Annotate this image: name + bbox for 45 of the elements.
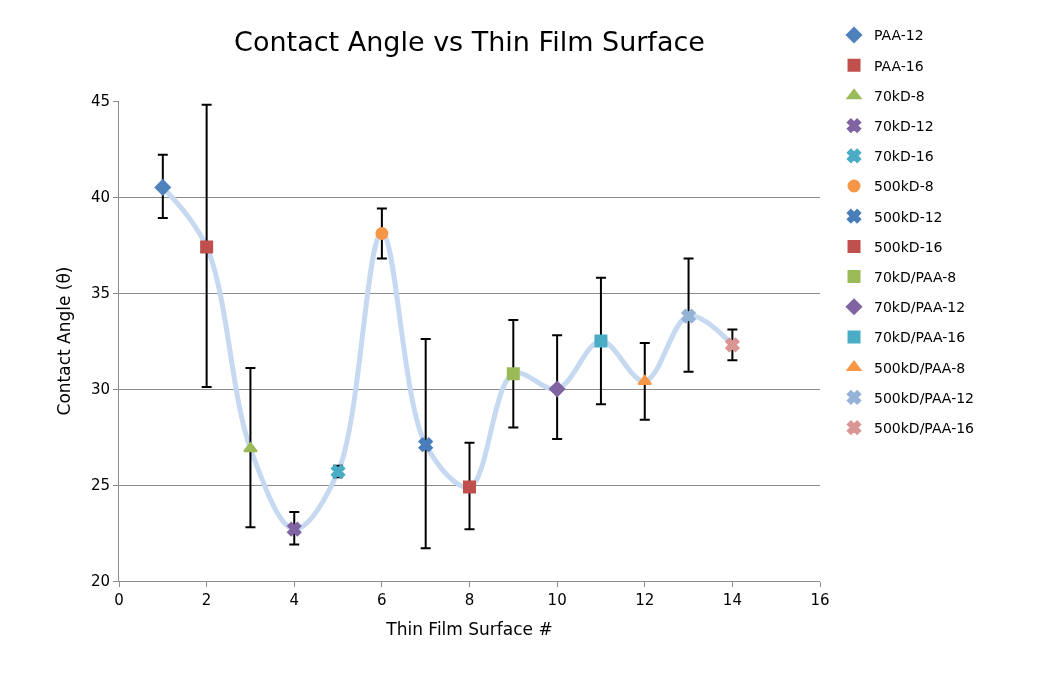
legend-label: 70kD-12 [874, 118, 934, 135]
y-tick-label: 45 [90, 92, 110, 111]
point [506, 367, 520, 381]
legend-label: 500kD/PAA-8 [874, 359, 966, 376]
y-axis-title: Contact Angle (θ) [54, 266, 75, 416]
point [418, 437, 433, 452]
point [200, 240, 214, 254]
legend-label: 500kD-8 [874, 178, 934, 195]
legend-label: 500kD/PAA-12 [874, 389, 974, 406]
x-tick-label: 8 [464, 591, 475, 609]
point [725, 337, 740, 353]
point [637, 374, 653, 386]
legend-label: PAA-16 [874, 57, 924, 74]
legend-label: 500kD/PAA-16 [874, 420, 975, 437]
legend-label: 500kD-16 [874, 238, 943, 255]
point [463, 480, 476, 494]
legend-label: PAA-12 [874, 27, 924, 44]
legend-label: 70kD/PAA-12 [874, 299, 966, 316]
point [243, 442, 258, 453]
point [287, 521, 302, 537]
x-tick-label: 12 [635, 591, 655, 609]
x-tick-label: 0 [114, 591, 124, 609]
point [681, 308, 696, 324]
x-tick-label: 6 [377, 591, 387, 609]
legend-label: 70kD/PAA-16 [874, 329, 966, 346]
point [548, 380, 566, 398]
y-tick-label: 20 [90, 572, 110, 591]
point [594, 334, 608, 348]
y-tick-label: 35 [90, 284, 110, 303]
legend-label: 70kD-8 [874, 87, 925, 104]
legend-label: 70kD/PAA-8 [874, 269, 957, 286]
x-tick-label: 2 [201, 591, 212, 609]
point [375, 226, 389, 240]
x-tick-label: 16 [810, 591, 830, 609]
legend-label: 70kD-16 [874, 148, 934, 165]
x-tick-label: 14 [722, 591, 742, 609]
x-tick-label: 10 [547, 591, 567, 609]
x-tick-label: 4 [289, 591, 300, 609]
x-axis-title: Thin Film Surface # [385, 619, 553, 640]
legend-label: 500kD-12 [874, 208, 943, 225]
y-tick-label: 40 [90, 188, 110, 207]
point [154, 179, 171, 196]
y-tick-label: 25 [90, 476, 110, 495]
chart-title: Contact Angle vs Thin Film Surface [234, 25, 705, 57]
y-tick-label: 30 [90, 380, 110, 399]
